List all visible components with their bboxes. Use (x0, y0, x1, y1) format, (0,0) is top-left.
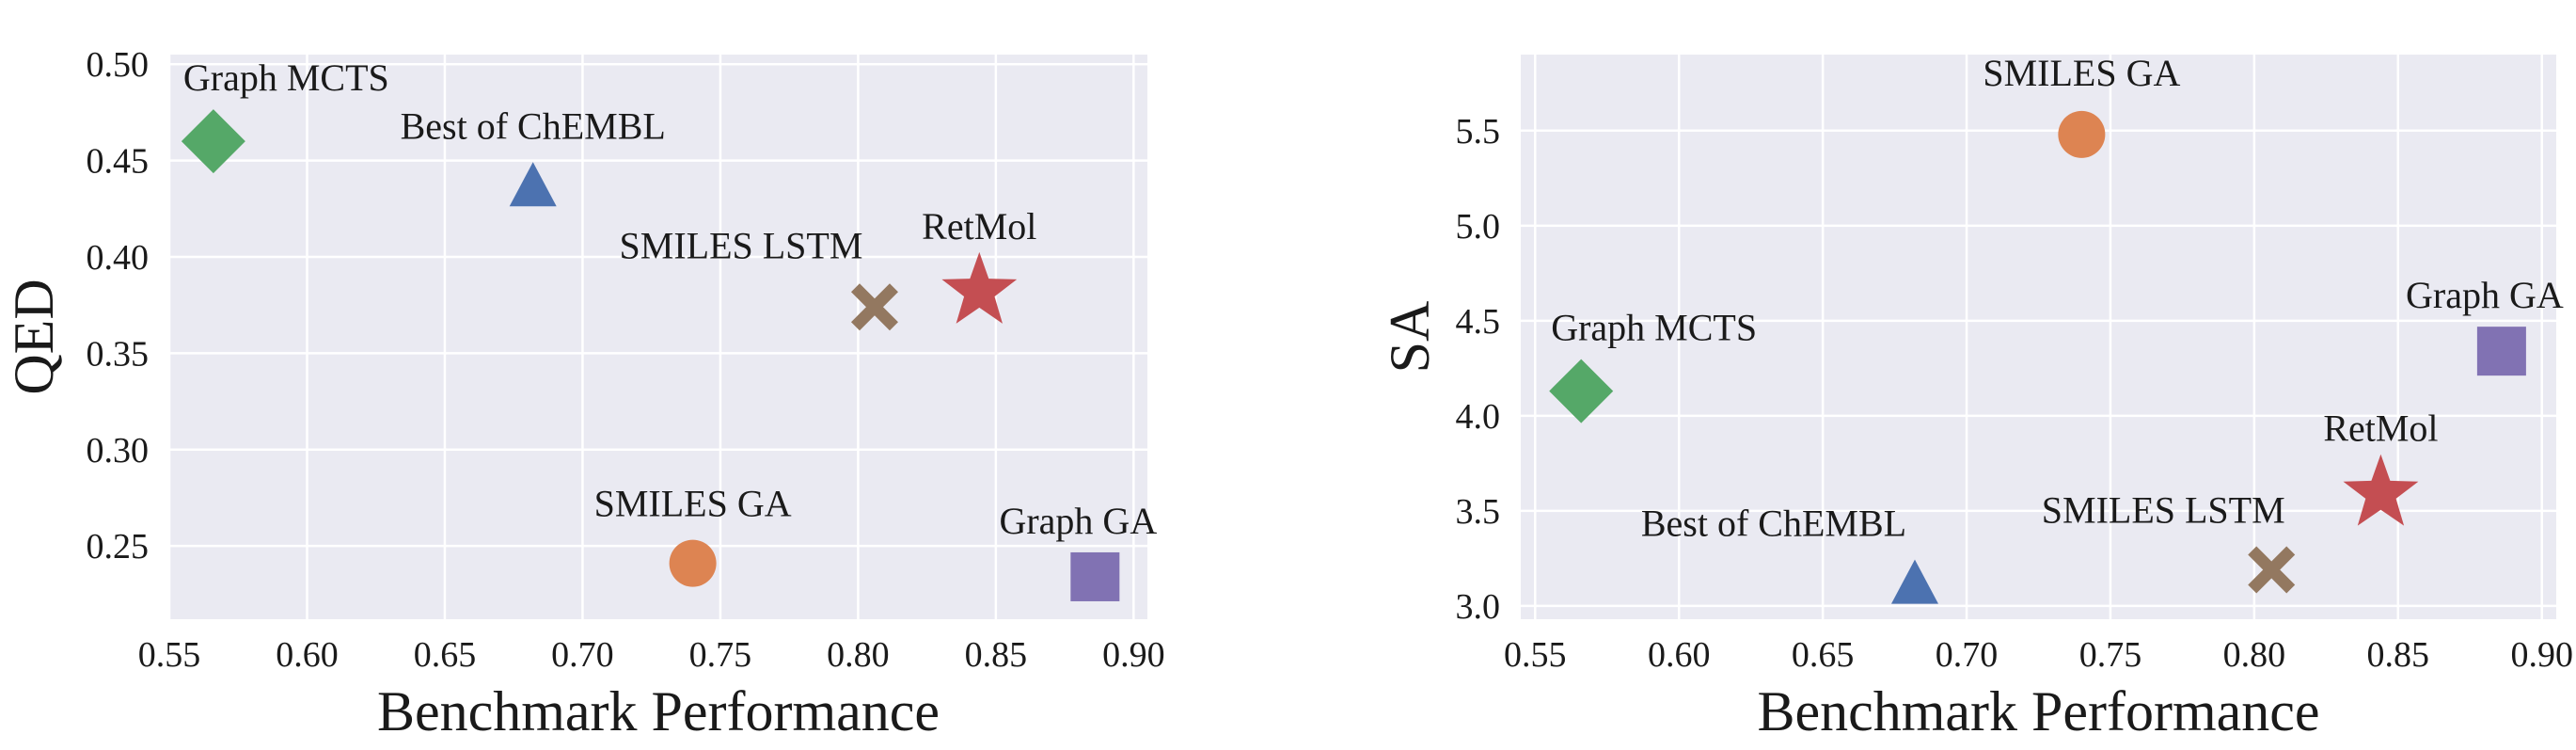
y-tick-label: 3.5 (1456, 492, 1501, 532)
point-smiles-lstm (2248, 546, 2296, 594)
x-tick-label: 0.65 (1792, 635, 1855, 675)
x-tick-label: 0.60 (276, 635, 339, 675)
x-tick-label: 0.75 (689, 635, 752, 675)
x-tick-label: 0.70 (1936, 635, 1999, 675)
point-smiles-lstm (850, 283, 898, 331)
point-best-of-chembl (1890, 559, 1938, 604)
plot-background (169, 55, 1147, 619)
point-best-of-chembl (509, 162, 557, 207)
label-smiles-lstm: SMILES LSTM (620, 224, 863, 266)
y-tick-label: 4.0 (1456, 397, 1501, 437)
x-tick-label: 0.55 (1504, 635, 1567, 675)
chart-panel-sa: 0.55 0.60 0.65 0.70 0.75 0.80 0.85 0.90 3.0 3.5 4.… (1379, 52, 2573, 742)
point-graph-mcts (1549, 359, 1614, 423)
plot-background (1521, 55, 2556, 619)
x-tick-label: 0.85 (2367, 635, 2430, 675)
y-tick-label: 0.45 (87, 142, 150, 182)
point-graph-mcts (181, 109, 245, 174)
x-axis-label: Benchmark Performance (1757, 680, 2319, 742)
y-axis-label: SA (1379, 301, 1441, 374)
y-tick-label: 5.5 (1456, 112, 1501, 152)
point-smiles-ga (2058, 110, 2106, 158)
x-axis-label: Benchmark Performance (377, 680, 940, 742)
label-smiles-lstm: SMILES LSTM (2042, 488, 2285, 531)
label-best-of-chembl: Best of ChEMBL (1641, 503, 1906, 545)
label-retmol: RetMol (2323, 407, 2438, 450)
label-graph-mcts: Graph MCTS (1551, 307, 1757, 349)
y-axis-label: QED (3, 279, 65, 394)
x-tick-label: 0.75 (2079, 635, 2142, 675)
x-tick-label: 0.60 (1648, 635, 1711, 675)
y-tick-label: 3.0 (1456, 587, 1501, 627)
x-tick-label: 0.80 (827, 635, 890, 675)
point-smiles-ga (669, 539, 717, 587)
x-tick-label: 0.80 (2223, 635, 2286, 675)
label-smiles-ga: SMILES GA (594, 483, 792, 525)
y-tick-label: 0.50 (87, 45, 150, 85)
point-graph-ga (2476, 327, 2526, 376)
label-retmol: RetMol (922, 205, 1036, 247)
x-tick-label: 0.90 (1102, 635, 1165, 675)
label-graph-ga: Graph GA (999, 500, 1157, 542)
x-tick-label: 0.85 (965, 635, 1028, 675)
y-tick-label: 4.5 (1456, 302, 1501, 342)
x-tick-label: 0.70 (551, 635, 614, 675)
chart-panel-qed: 0.55 0.60 0.65 0.70 0.75 0.80 0.85 0.90 0.25 0.30… (3, 45, 1165, 742)
label-smiles-ga: SMILES GA (1983, 52, 2180, 94)
point-retmol (941, 251, 1018, 324)
x-tick-label: 0.90 (2510, 635, 2573, 675)
y-tick-label: 0.35 (87, 334, 150, 374)
point-graph-ga (1070, 551, 1120, 601)
label-best-of-chembl: Best of ChEMBL (401, 104, 666, 147)
y-tick-label: 5.0 (1456, 207, 1501, 247)
y-tick-label: 0.40 (87, 238, 150, 278)
y-tick-label: 0.25 (87, 527, 150, 566)
label-graph-ga: Graph GA (2406, 274, 2564, 316)
x-tick-label: 0.55 (138, 635, 201, 675)
label-graph-mcts: Graph MCTS (183, 56, 389, 99)
y-tick-label: 0.30 (87, 431, 150, 471)
point-retmol (2343, 454, 2419, 526)
x-tick-label: 0.65 (414, 635, 477, 675)
